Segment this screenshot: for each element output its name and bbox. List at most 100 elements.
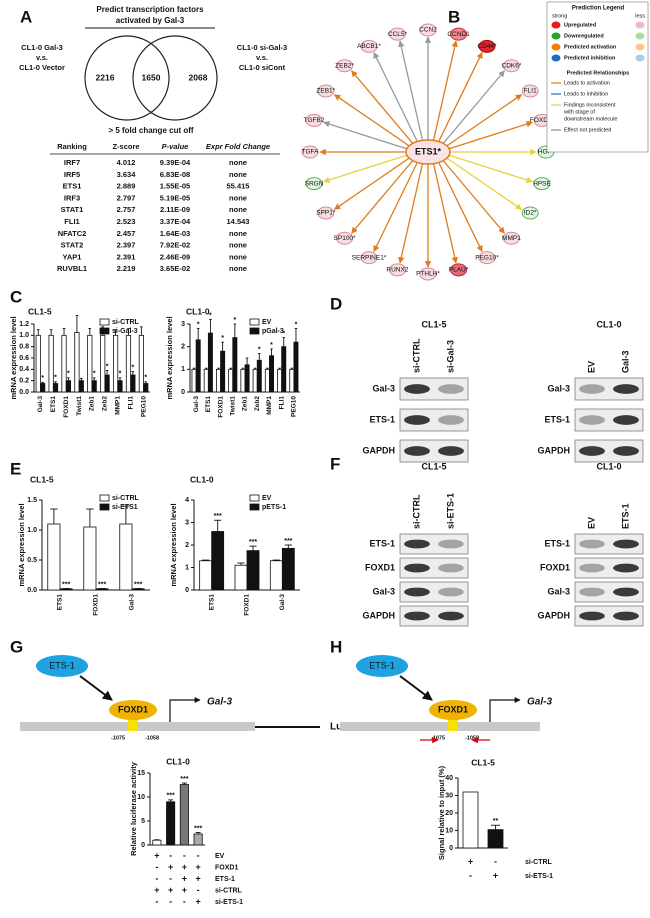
blot-band: [404, 415, 430, 425]
treatment-sign: -: [183, 850, 186, 860]
significance: ***: [98, 581, 106, 588]
gene-node: [317, 206, 335, 220]
table-cell: 2.397: [117, 241, 136, 250]
panel-letter: D: [330, 294, 342, 313]
legend-swatch: [551, 21, 561, 29]
bar: [95, 588, 109, 591]
treatment-sign: -: [155, 873, 158, 883]
significance: **: [493, 818, 499, 825]
significance: *: [258, 346, 261, 353]
edge: [446, 157, 523, 210]
y-tick-label: 1.2: [19, 321, 29, 328]
blot-title: CL1-5: [421, 461, 446, 471]
blot-strip: [574, 377, 644, 401]
blot-band: [404, 539, 430, 549]
x-tick-label: Twist1: [229, 396, 236, 416]
treatment-sign: -: [169, 873, 172, 883]
blot-strip: [574, 439, 644, 463]
blot-band: [579, 539, 605, 549]
chart-title: CL1-0: [166, 756, 190, 766]
significance: *: [197, 321, 200, 328]
protein-label: FOXD1: [540, 562, 570, 572]
factor-label: FOXD1: [118, 704, 148, 714]
x-tick-label: ETS1: [50, 396, 57, 413]
significance: *: [282, 330, 285, 337]
error-bar: [237, 562, 245, 566]
table-cell: none: [229, 264, 247, 273]
blot-band: [579, 563, 605, 573]
treatment-sign: -: [155, 896, 158, 906]
significance: ***: [194, 825, 202, 832]
legend-label: Predicted inhibition: [564, 55, 616, 61]
significance: *: [131, 364, 134, 371]
edge: [446, 94, 523, 147]
gene-node: [521, 84, 539, 98]
y-tick-label: 15: [137, 770, 145, 777]
treatment-sign: -: [169, 850, 172, 860]
table-cell: 9.39E-04: [160, 158, 191, 167]
legend-swatch: [635, 43, 645, 51]
legend-title: Prediction Legend: [572, 6, 625, 12]
gene-node: [360, 39, 378, 53]
x-tick-label: ETS1: [208, 594, 215, 611]
blot-band: [579, 384, 605, 394]
error-bar: [217, 367, 220, 370]
error-bar: [92, 377, 96, 381]
y-axis-label: mRNA expression level: [9, 316, 18, 399]
legend-swatch: [249, 494, 260, 502]
error-bar: [209, 319, 212, 334]
error-bar: [233, 323, 237, 338]
chart-title: CL1-5: [30, 474, 54, 484]
bar: [74, 332, 80, 393]
table-cell: 2.46E-09: [160, 252, 190, 261]
error-bar: [181, 782, 187, 785]
gene-label: CCN2: [419, 27, 437, 34]
significance: *: [270, 342, 273, 349]
venn-left-label: CL1-0 Gal-3: [21, 43, 63, 52]
table-cell: 14.543: [227, 217, 250, 226]
treatment-sign: +: [195, 862, 200, 872]
y-tick-label: 40: [445, 775, 453, 782]
error-bar: [278, 367, 281, 370]
gene-node: [388, 263, 406, 277]
activator: [356, 655, 408, 677]
blot-band: [613, 539, 639, 549]
venn-title: Predict transcription factors: [96, 5, 204, 14]
gene-label: SPP1*: [316, 210, 336, 217]
treatment-sign: -: [169, 896, 172, 906]
gene-node: [360, 251, 378, 265]
table-header: Expr Fold Change: [206, 142, 270, 151]
edge: [323, 120, 407, 150]
gene-label: RUNX2: [386, 267, 408, 274]
protein-label: Gal-3: [372, 383, 395, 393]
x-tick-label: Zeb1: [242, 396, 249, 412]
error-bar: [192, 367, 196, 370]
error-bar: [75, 315, 79, 333]
protein-label: ETS-1: [544, 414, 570, 424]
lane-label: EV: [586, 517, 596, 529]
bar: [179, 784, 189, 846]
table-cell: 2.11E-09: [160, 205, 190, 214]
error-bar: [266, 367, 269, 370]
legend-label: downstream molecule: [564, 116, 618, 122]
gene-label: TGFB2: [304, 117, 325, 124]
legend-label: EV: [262, 319, 272, 326]
y-tick-label: 10: [445, 827, 453, 834]
venn-right-label: CL1-0 siCont: [239, 63, 286, 72]
y-tick-label: 2: [181, 344, 185, 351]
bar: [59, 588, 73, 591]
treatment-sign: +: [154, 850, 159, 860]
bar: [232, 337, 238, 393]
gene-label: TGFA: [302, 149, 320, 156]
x-tick-label: PEG10: [291, 396, 298, 417]
bar: [35, 334, 41, 393]
significance: *: [233, 317, 236, 324]
edge: [398, 163, 424, 264]
bar: [195, 339, 201, 393]
legend-label: si-CTRL: [112, 319, 140, 326]
position-label: -1058: [145, 735, 159, 741]
blot-band: [613, 611, 639, 621]
x-tick-label: MMP1: [114, 396, 121, 415]
bar: [40, 383, 46, 393]
blot-band: [579, 587, 605, 597]
